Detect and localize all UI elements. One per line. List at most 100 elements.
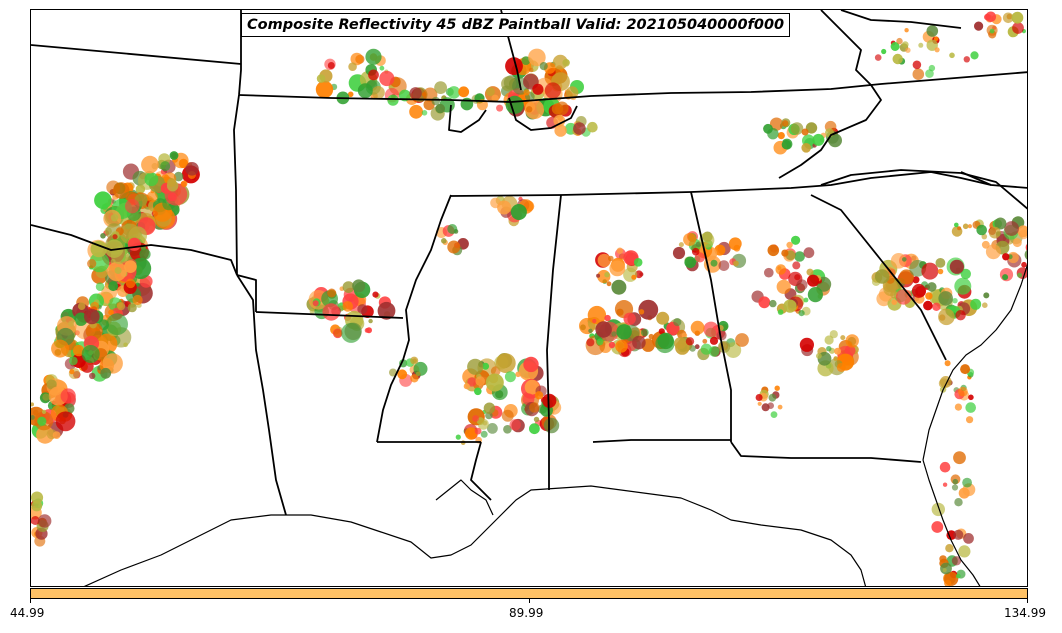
reflectivity-blob xyxy=(962,477,972,488)
reflectivity-blob xyxy=(989,28,995,34)
state-border xyxy=(376,194,452,443)
state-border xyxy=(470,441,492,501)
reflectivity-blob xyxy=(812,133,825,146)
reflectivity-blob xyxy=(350,52,364,66)
reflectivity-blob xyxy=(791,235,801,245)
reflectivity-blob xyxy=(891,299,898,305)
reflectivity-blob xyxy=(441,238,447,244)
coastline xyxy=(435,479,494,516)
reflectivity-blob xyxy=(768,393,777,402)
reflectivity-blob xyxy=(944,360,951,367)
reflectivity-blob xyxy=(807,274,820,287)
reflectivity-blob xyxy=(640,328,649,337)
reflectivity-blob xyxy=(586,338,595,347)
reflectivity-blob xyxy=(955,573,961,579)
reflectivity-blob xyxy=(681,332,688,339)
reflectivity-blob xyxy=(348,62,357,71)
reflectivity-blob xyxy=(994,217,1007,230)
reflectivity-blob xyxy=(409,104,423,119)
reflectivity-blob xyxy=(1021,261,1027,268)
reflectivity-blob xyxy=(953,529,964,540)
reflectivity-blob xyxy=(623,312,636,325)
state-border xyxy=(960,171,992,186)
reflectivity-blob xyxy=(539,62,548,71)
reflectivity-blob xyxy=(966,416,974,424)
reflectivity-blob xyxy=(68,356,78,366)
reflectivity-blob xyxy=(801,128,809,136)
reflectivity-blob xyxy=(970,298,982,310)
coastline xyxy=(922,264,1027,461)
reflectivity-blob xyxy=(967,224,973,229)
reflectivity-blob xyxy=(657,332,674,350)
reflectivity-blob xyxy=(415,371,421,377)
reflectivity-blob xyxy=(496,104,504,112)
reflectivity-blob xyxy=(125,278,136,289)
reflectivity-blob xyxy=(597,253,611,268)
reflectivity-blob xyxy=(465,427,478,440)
reflectivity-blob xyxy=(1017,272,1023,278)
reflectivity-blob xyxy=(397,369,408,380)
reflectivity-blob xyxy=(974,21,984,31)
reflectivity-blob xyxy=(983,292,990,299)
reflectivity-blob xyxy=(952,298,958,304)
reflectivity-paintball-layer xyxy=(31,11,1027,586)
reflectivity-blob xyxy=(633,258,643,267)
reflectivity-blob xyxy=(685,337,695,346)
reflectivity-blob xyxy=(926,25,939,37)
reflectivity-blob xyxy=(899,269,914,285)
reflectivity-blob xyxy=(718,260,730,271)
reflectivity-blob xyxy=(1024,250,1027,260)
reflectivity-blob xyxy=(167,192,177,202)
reflectivity-blob xyxy=(728,237,742,251)
colorbar-tick-min xyxy=(30,599,31,603)
reflectivity-blob xyxy=(690,320,705,335)
reflectivity-blob xyxy=(609,260,626,277)
reflectivity-blob xyxy=(963,56,970,63)
colorbar-tick-label-max: 134.99 xyxy=(1004,606,1046,620)
reflectivity-blob xyxy=(595,321,612,338)
reflectivity-blob xyxy=(534,391,544,400)
reflectivity-blob xyxy=(881,48,887,55)
reflectivity-blob xyxy=(90,301,100,311)
reflectivity-blob xyxy=(77,302,86,311)
reflectivity-blob xyxy=(623,267,638,282)
reflectivity-blob xyxy=(786,241,793,249)
reflectivity-blob xyxy=(141,155,159,174)
reflectivity-blob xyxy=(931,521,944,533)
reflectivity-blob xyxy=(874,54,882,61)
reflectivity-blob xyxy=(985,244,1001,260)
state-border xyxy=(730,441,922,463)
reflectivity-blob xyxy=(132,294,143,306)
reflectivity-blob xyxy=(562,59,570,67)
reflectivity-blob xyxy=(928,64,936,72)
reflectivity-blob xyxy=(942,568,947,573)
reflectivity-blob xyxy=(110,214,119,222)
reflectivity-blob xyxy=(31,402,34,407)
reflectivity-blob xyxy=(895,289,912,305)
reflectivity-blob xyxy=(942,482,948,487)
reflectivity-blob xyxy=(117,302,126,311)
reflectivity-blob xyxy=(604,272,610,278)
reflectivity-blob xyxy=(958,545,971,558)
reflectivity-blob xyxy=(357,304,368,315)
reflectivity-blob xyxy=(938,291,953,306)
reflectivity-blob xyxy=(431,96,441,106)
reflectivity-blob xyxy=(826,346,832,352)
reflectivity-blob xyxy=(486,87,495,97)
reflectivity-blob xyxy=(934,47,940,53)
colorbar-tick-label-min: 44.99 xyxy=(10,606,45,620)
reflectivity-blob xyxy=(472,415,479,422)
reflectivity-blob xyxy=(890,42,900,51)
reflectivity-blob xyxy=(777,404,783,410)
state-border xyxy=(448,104,487,133)
reflectivity-blob xyxy=(503,425,512,434)
reflectivity-blob xyxy=(322,303,340,321)
reflectivity-blob xyxy=(127,303,137,313)
reflectivity-blob xyxy=(631,274,637,280)
reflectivity-blob xyxy=(495,353,516,373)
reflectivity-blob xyxy=(675,340,690,355)
reflectivity-blob xyxy=(526,106,533,113)
reflectivity-blob xyxy=(525,99,545,120)
reflectivity-blob xyxy=(710,259,718,267)
state-border xyxy=(508,97,578,131)
